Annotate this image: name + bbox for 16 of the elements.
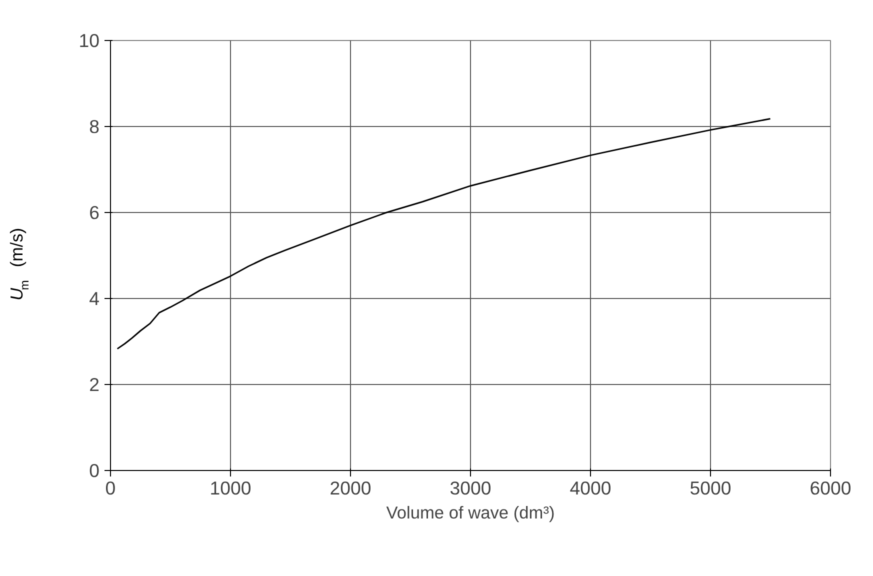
x-tick-label: 6000	[810, 478, 852, 498]
line-series	[116, 118, 772, 350]
x-tick-label: 1000	[210, 478, 252, 498]
x-tick-label: 5000	[690, 478, 732, 498]
y-tick-label: 8	[89, 116, 100, 137]
y-tick-label: 0	[89, 460, 100, 481]
y-tick-label: 4	[89, 288, 100, 309]
y-tick-label: 6	[89, 202, 100, 223]
y-axis-title: Um (m/s)	[6, 228, 32, 300]
y-tick-label: 10	[78, 30, 100, 51]
x-tick-label: 3000	[450, 478, 492, 498]
x-tick-label: 2000	[330, 478, 372, 498]
x-axis-title: Volume of wave (dm³)	[386, 502, 555, 522]
y-tick-label: 2	[89, 374, 100, 395]
x-tick-label: 0	[105, 478, 116, 498]
x-tick-label: 4000	[570, 478, 612, 498]
